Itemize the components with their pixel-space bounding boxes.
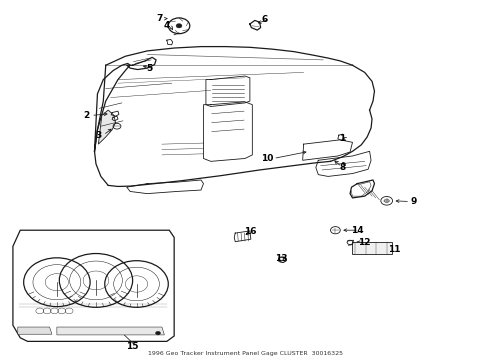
Text: 4: 4 — [164, 21, 170, 30]
Polygon shape — [18, 327, 52, 334]
Text: 12: 12 — [359, 238, 371, 247]
Text: 7: 7 — [156, 14, 163, 23]
Bar — [352, 242, 392, 253]
Text: 9: 9 — [411, 197, 417, 206]
Polygon shape — [98, 110, 116, 144]
Text: 16: 16 — [244, 228, 256, 237]
Text: 5: 5 — [147, 64, 153, 73]
Text: 13: 13 — [275, 255, 288, 264]
Circle shape — [156, 331, 160, 335]
Text: 11: 11 — [388, 246, 400, 255]
Polygon shape — [13, 230, 174, 341]
Text: 10: 10 — [261, 154, 273, 163]
Text: 3: 3 — [95, 131, 101, 140]
Circle shape — [176, 24, 182, 28]
Text: 15: 15 — [126, 342, 139, 351]
Text: 6: 6 — [262, 15, 268, 24]
Text: 1: 1 — [339, 134, 345, 143]
Polygon shape — [57, 327, 164, 335]
Text: 2: 2 — [83, 111, 89, 120]
Text: 8: 8 — [340, 163, 346, 172]
Circle shape — [384, 199, 389, 203]
Text: 14: 14 — [351, 226, 364, 235]
Text: 1996 Geo Tracker Instrument Panel Gage CLUSTER  30016325: 1996 Geo Tracker Instrument Panel Gage C… — [147, 351, 343, 356]
